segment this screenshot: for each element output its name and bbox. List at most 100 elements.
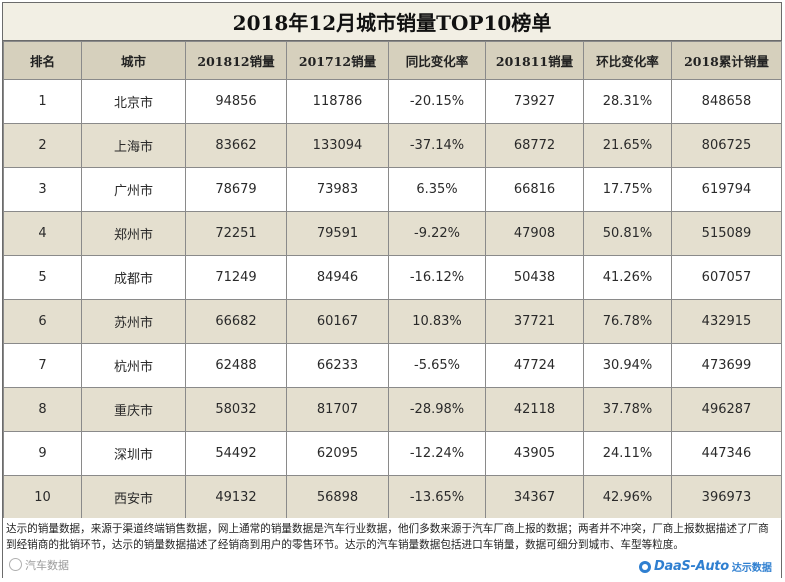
- table-row: 2 上海市 83662 133094 -37.14% 68772 21.65% 806725: [3, 123, 782, 168]
- cell-dec2018-sales: 49132: [185, 475, 287, 520]
- cell-nov2018-sales: 34367: [485, 475, 584, 520]
- cell-dec2018-sales: 94856: [185, 79, 287, 124]
- cell-dec2017-sales: 56898: [286, 475, 389, 520]
- cell-dec2018-sales: 72251: [185, 211, 287, 256]
- cell-city: 郑州市: [81, 211, 186, 256]
- cell-rank: 2: [3, 123, 82, 168]
- cell-city: 杭州市: [81, 343, 186, 388]
- cell-yoy-change: -5.65%: [388, 343, 486, 388]
- cell-nov2018-sales: 43905: [485, 431, 584, 476]
- table-row: 1 北京市 94856 118786 -20.15% 73927 28.31% 848658: [3, 79, 782, 124]
- cell-dec2017-sales: 84946: [286, 255, 389, 300]
- cell-dec2017-sales: 73983: [286, 167, 389, 212]
- cell-yoy-change: -37.14%: [388, 123, 486, 168]
- cell-rank: 10: [3, 475, 82, 520]
- cell-dec2017-sales: 62095: [286, 431, 389, 476]
- header-yoy-change: 同比变化率: [388, 41, 486, 80]
- cell-dec2017-sales: 79591: [286, 211, 389, 256]
- cell-dec2018-sales: 71249: [185, 255, 287, 300]
- cell-mom-change: 37.78%: [583, 387, 672, 432]
- table-header-row: 排名 城市 201812销量 201712销量 同比变化率 201811销量 环…: [3, 41, 782, 80]
- cell-rank: 7: [3, 343, 82, 388]
- cell-rank: 6: [3, 299, 82, 344]
- table-row: 7 杭州市 62488 66233 -5.65% 47724 30.94% 473699: [3, 343, 782, 388]
- brand-logo: DaaS-Auto 达示数据: [639, 559, 772, 574]
- header-nov2018-sales: 201811销量: [485, 41, 584, 80]
- cell-dec2018-sales: 62488: [185, 343, 287, 388]
- cell-rank: 8: [3, 387, 82, 432]
- cell-2018-cumulative: 848658: [671, 79, 782, 124]
- cell-mom-change: 30.94%: [583, 343, 672, 388]
- cell-dec2018-sales: 78679: [185, 167, 287, 212]
- brand-cn-text: 达示数据: [731, 563, 772, 574]
- table-row: 6 苏州市 66682 60167 10.83% 37721 76.78% 432915: [3, 299, 782, 344]
- cell-mom-change: 76.78%: [583, 299, 672, 344]
- cell-rank: 1: [3, 79, 82, 124]
- cell-dec2017-sales: 66233: [286, 343, 389, 388]
- table-row: 3 广州市 78679 73983 6.35% 66816 17.75% 619794: [3, 167, 782, 212]
- cell-dec2018-sales: 83662: [185, 123, 287, 168]
- brand-logo-text: DaaS-Auto: [654, 559, 729, 574]
- cell-city: 上海市: [81, 123, 186, 168]
- sales-table: 排名 城市 201812销量 201712销量 同比变化率 201811销量 环…: [3, 41, 782, 520]
- cell-yoy-change: -16.12%: [388, 255, 486, 300]
- cell-city: 重庆市: [81, 387, 186, 432]
- cell-city: 苏州市: [81, 299, 186, 344]
- header-dec2017-sales: 201712销量: [286, 41, 389, 80]
- cell-mom-change: 50.81%: [583, 211, 672, 256]
- watermark-text: 汽车数据: [25, 559, 69, 572]
- cell-2018-cumulative: 496287: [671, 387, 782, 432]
- cell-rank: 3: [3, 167, 82, 212]
- cell-nov2018-sales: 42118: [485, 387, 584, 432]
- cell-2018-cumulative: 619794: [671, 167, 782, 212]
- cell-2018-cumulative: 515089: [671, 211, 782, 256]
- cell-rank: 9: [3, 431, 82, 476]
- table-row: 4 郑州市 72251 79591 -9.22% 47908 50.81% 515089: [3, 211, 782, 256]
- header-mom-change: 环比变化率: [583, 41, 672, 80]
- cell-dec2017-sales: 133094: [286, 123, 389, 168]
- cell-dec2017-sales: 118786: [286, 79, 389, 124]
- cell-mom-change: 21.65%: [583, 123, 672, 168]
- cell-mom-change: 17.75%: [583, 167, 672, 212]
- watermark: 汽车数据: [9, 557, 69, 573]
- table-row: 5 成都市 71249 84946 -16.12% 50438 41.26% 607057: [3, 255, 782, 300]
- cell-dec2018-sales: 58032: [185, 387, 287, 432]
- cell-city: 西安市: [81, 475, 186, 520]
- cell-nov2018-sales: 37721: [485, 299, 584, 344]
- cell-mom-change: 28.31%: [583, 79, 672, 124]
- cell-2018-cumulative: 806725: [671, 123, 782, 168]
- cell-dec2018-sales: 66682: [185, 299, 287, 344]
- cell-yoy-change: -28.98%: [388, 387, 486, 432]
- cell-yoy-change: -20.15%: [388, 79, 486, 124]
- cell-2018-cumulative: 396973: [671, 475, 782, 520]
- cell-city: 深圳市: [81, 431, 186, 476]
- cell-dec2017-sales: 60167: [286, 299, 389, 344]
- cell-2018-cumulative: 473699: [671, 343, 782, 388]
- cell-yoy-change: -13.65%: [388, 475, 486, 520]
- page-title: 2018年12月城市销量TOP10榜单: [3, 3, 781, 41]
- wechat-icon: [9, 558, 22, 571]
- cell-city: 广州市: [81, 167, 186, 212]
- cell-yoy-change: 6.35%: [388, 167, 486, 212]
- cell-mom-change: 41.26%: [583, 255, 672, 300]
- cell-nov2018-sales: 47724: [485, 343, 584, 388]
- cell-nov2018-sales: 68772: [485, 123, 584, 168]
- cell-mom-change: 42.96%: [583, 475, 672, 520]
- header-dec2018-sales: 201812销量: [185, 41, 287, 80]
- brand-mark-icon: [639, 560, 651, 573]
- cell-city: 北京市: [81, 79, 186, 124]
- cell-city: 成都市: [81, 255, 186, 300]
- header-rank: 排名: [3, 41, 82, 80]
- table-row: 10 西安市 49132 56898 -13.65% 34367 42.96% 396973: [3, 475, 782, 520]
- cell-yoy-change: 10.83%: [388, 299, 486, 344]
- cell-nov2018-sales: 47908: [485, 211, 584, 256]
- cell-dec2018-sales: 54492: [185, 431, 287, 476]
- cell-2018-cumulative: 607057: [671, 255, 782, 300]
- cell-mom-change: 24.11%: [583, 431, 672, 476]
- cell-nov2018-sales: 73927: [485, 79, 584, 124]
- data-source-note: 达示的销量数据，来源于渠道终端销售数据，网上通常的销量数据是汽车行业数据，他们多…: [3, 518, 781, 578]
- cell-rank: 5: [3, 255, 82, 300]
- table-row: 8 重庆市 58032 81707 -28.98% 42118 37.78% 496287: [3, 387, 782, 432]
- cell-yoy-change: -12.24%: [388, 431, 486, 476]
